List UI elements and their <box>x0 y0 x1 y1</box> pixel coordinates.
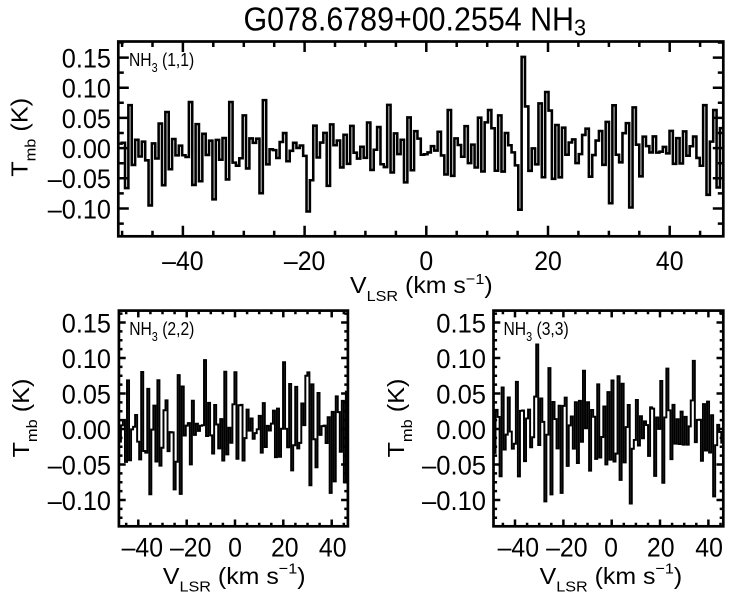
svg-text:–40: –40 <box>162 247 203 276</box>
svg-text:0: 0 <box>419 247 433 276</box>
svg-text:0.00: 0.00 <box>62 133 111 164</box>
svg-text:20: 20 <box>534 247 562 276</box>
svg-text:0.05: 0.05 <box>62 103 111 134</box>
svg-text:–0.10: –0.10 <box>48 194 111 225</box>
svg-text:0.10: 0.10 <box>62 73 111 104</box>
svg-text:40: 40 <box>319 534 347 563</box>
svg-text:–40: –40 <box>122 534 163 563</box>
svg-text:–0.10: –0.10 <box>48 485 111 516</box>
svg-text:40: 40 <box>695 534 723 563</box>
svg-text:–0.10: –0.10 <box>422 485 486 516</box>
svg-text:G078.6789+00.2554 NH3: G078.6789+00.2554 NH3 <box>244 0 587 41</box>
svg-text:0.00: 0.00 <box>436 414 486 445</box>
svg-text:0.10: 0.10 <box>62 343 111 374</box>
svg-text:–0.05: –0.05 <box>48 163 111 194</box>
svg-text:–20: –20 <box>284 247 325 276</box>
svg-text:0.15: 0.15 <box>62 308 111 339</box>
svg-text:0.05: 0.05 <box>436 379 486 410</box>
svg-text:–20: –20 <box>170 534 211 563</box>
svg-text:–0.05: –0.05 <box>48 450 111 481</box>
svg-text:40: 40 <box>656 247 684 276</box>
svg-text:–0.05: –0.05 <box>422 450 486 481</box>
svg-text:0.05: 0.05 <box>62 379 111 410</box>
svg-text:20: 20 <box>271 534 299 563</box>
svg-text:20: 20 <box>647 534 675 563</box>
svg-text:0: 0 <box>604 534 618 563</box>
svg-text:–20: –20 <box>546 534 587 563</box>
svg-text:0.15: 0.15 <box>436 308 486 339</box>
svg-text:0.00: 0.00 <box>62 414 111 445</box>
svg-text:0: 0 <box>228 534 242 563</box>
svg-text:0.10: 0.10 <box>436 343 486 374</box>
svg-text:–40: –40 <box>498 534 539 563</box>
svg-text:0.15: 0.15 <box>62 43 111 74</box>
